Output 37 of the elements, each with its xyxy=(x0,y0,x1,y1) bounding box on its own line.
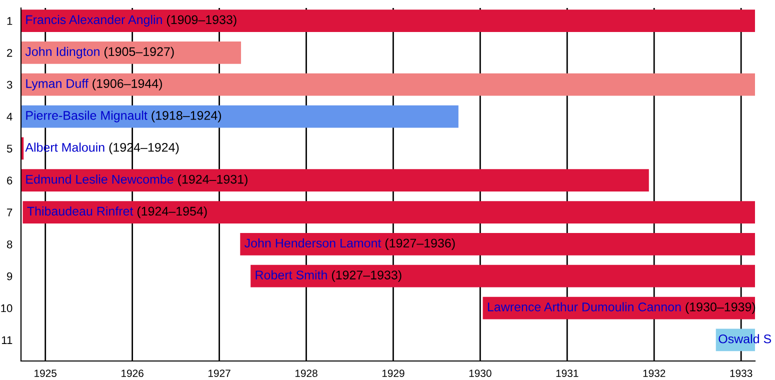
x-tick-label: 1925 xyxy=(34,370,56,377)
y-tick-label: 2 xyxy=(7,48,12,57)
data-label: Francis Alexander Anglin (1909–1933) xyxy=(26,14,236,27)
y-tick-label: 3 xyxy=(6,80,12,89)
bar xyxy=(22,201,755,224)
data-label: Pierre-Basile Mignault (1918–1924) xyxy=(26,110,222,122)
data-label: Lyman Duff (1906–1944) xyxy=(26,78,162,90)
data-label: Edmund Leslie Newcombe (1924–1931) xyxy=(26,174,248,186)
bar xyxy=(21,169,649,192)
x-tick-label: 1929 xyxy=(382,370,404,377)
x-tick-label: 1931 xyxy=(556,370,578,377)
data-label: Lawrence Arthur Dumoulin Cannon (1930–1939) xyxy=(488,302,756,314)
x-tick-label: 1930 xyxy=(469,370,492,377)
bar xyxy=(240,233,755,256)
y-tick-label: 5 xyxy=(6,144,12,153)
x-tick-label: 1933 xyxy=(730,370,752,377)
y-tick-label: 8 xyxy=(6,240,12,248)
y-tick-label: 10 xyxy=(1,304,12,312)
data-label: John Henderson Lamont (1927–1936) xyxy=(244,238,455,250)
bar xyxy=(21,105,458,128)
bar xyxy=(21,73,755,96)
bar xyxy=(21,42,242,64)
bar xyxy=(21,10,755,32)
x-tick-label: 1926 xyxy=(122,370,144,377)
data-label: Robert Smith (1927–1933) xyxy=(256,270,402,282)
data-label: John Idington (1905–1927) xyxy=(25,46,174,59)
y-tick-label: 9 xyxy=(7,272,12,280)
bar xyxy=(250,264,755,288)
y-tick-label: 4 xyxy=(6,112,12,121)
y-tick-label: 1 xyxy=(7,17,12,25)
x-tick-label: 1927 xyxy=(208,370,230,377)
x-tick-label: 1928 xyxy=(295,370,318,377)
y-tick-label: 6 xyxy=(7,176,12,184)
y-tick-label: 7 xyxy=(7,208,12,216)
x-tick-label: 1932 xyxy=(643,370,666,377)
y-tick-label: 11 xyxy=(2,336,12,344)
data-label: Thibaudeau Rinfret (1924–1954) xyxy=(27,206,207,218)
